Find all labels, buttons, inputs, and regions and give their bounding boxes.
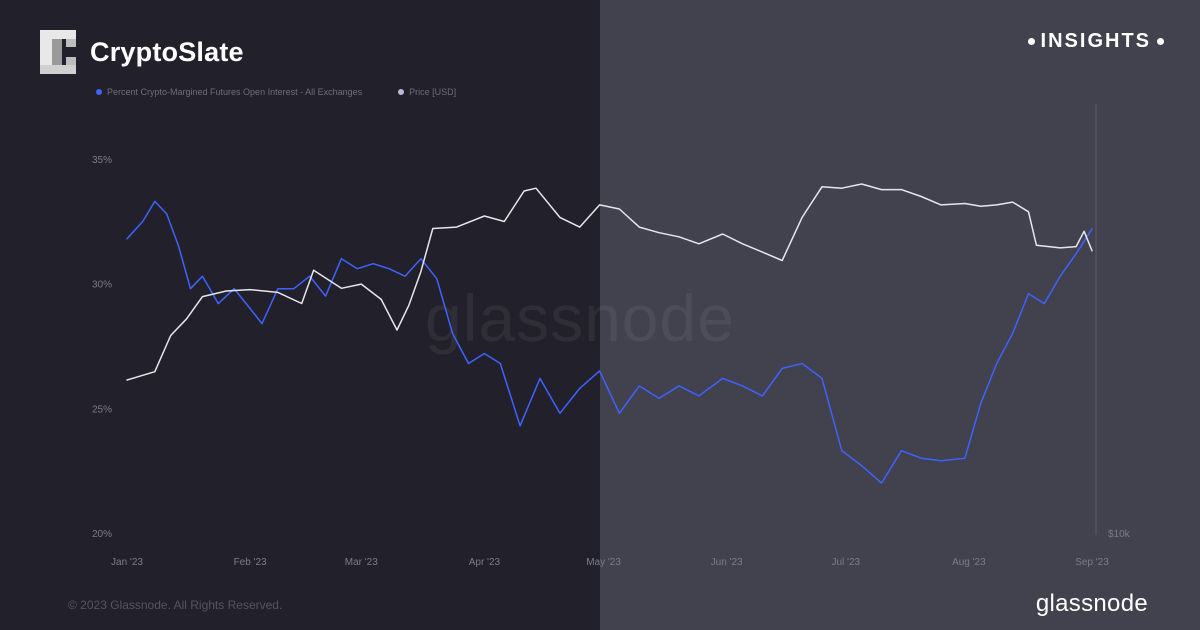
- brand-name: CryptoSlate: [90, 36, 244, 67]
- y-tick-label: 35%: [92, 155, 112, 166]
- y-tick-label: 30%: [92, 280, 112, 291]
- legend-dot-icon: [96, 89, 102, 95]
- glassnode-logo[interactable]: glassnode: [1035, 590, 1148, 617]
- series-line-price: [126, 183, 1093, 381]
- x-tick-label: Aug '23: [952, 557, 986, 568]
- bullet-dot-icon: [1157, 38, 1164, 45]
- insights-badge: INSIGHTS: [1022, 30, 1170, 53]
- y-right-tick-label: $10k: [1108, 529, 1131, 540]
- x-tick-label: Apr '23: [469, 557, 501, 568]
- legend-item-price[interactable]: Price [USD]: [398, 87, 456, 97]
- x-tick-label: Feb '23: [234, 557, 267, 568]
- legend-label-open-interest: Percent Crypto-Margined Futures Open Int…: [107, 87, 363, 97]
- legend-dot-icon: [398, 89, 405, 95]
- copyright-text: © 2023 Glassnode. All Rights Reserved.: [68, 598, 283, 612]
- x-tick-label: Jun '23: [711, 557, 743, 568]
- x-tick-label: Mar '23: [345, 557, 378, 568]
- x-tick-label: Jan '23: [111, 557, 143, 568]
- brand-header[interactable]: CryptoSlate: [40, 30, 244, 74]
- chart-legend: Percent Crypto-Margined Futures Open Int…: [96, 87, 492, 97]
- y-tick-label: 20%: [92, 529, 112, 540]
- cryptoslate-logo-icon: [40, 30, 76, 74]
- bullet-dot-icon: [1027, 38, 1035, 45]
- background-right-panel: [600, 0, 1200, 630]
- glassnode-watermark: glassnode: [425, 281, 735, 355]
- background-left-panel: [0, 0, 600, 630]
- x-tick-label: Jul '23: [831, 557, 860, 568]
- y-tick-label: 25%: [92, 404, 112, 415]
- legend-item-open-interest[interactable]: Percent Crypto-Margined Futures Open Int…: [96, 87, 362, 97]
- insights-label: INSIGHTS: [1040, 30, 1151, 52]
- legend-label-price: Price [USD]: [409, 87, 457, 97]
- x-tick-label: May '23: [586, 557, 621, 568]
- series-line-open-interest: [126, 200, 1093, 484]
- x-tick-label: Sep '23: [1075, 557, 1109, 568]
